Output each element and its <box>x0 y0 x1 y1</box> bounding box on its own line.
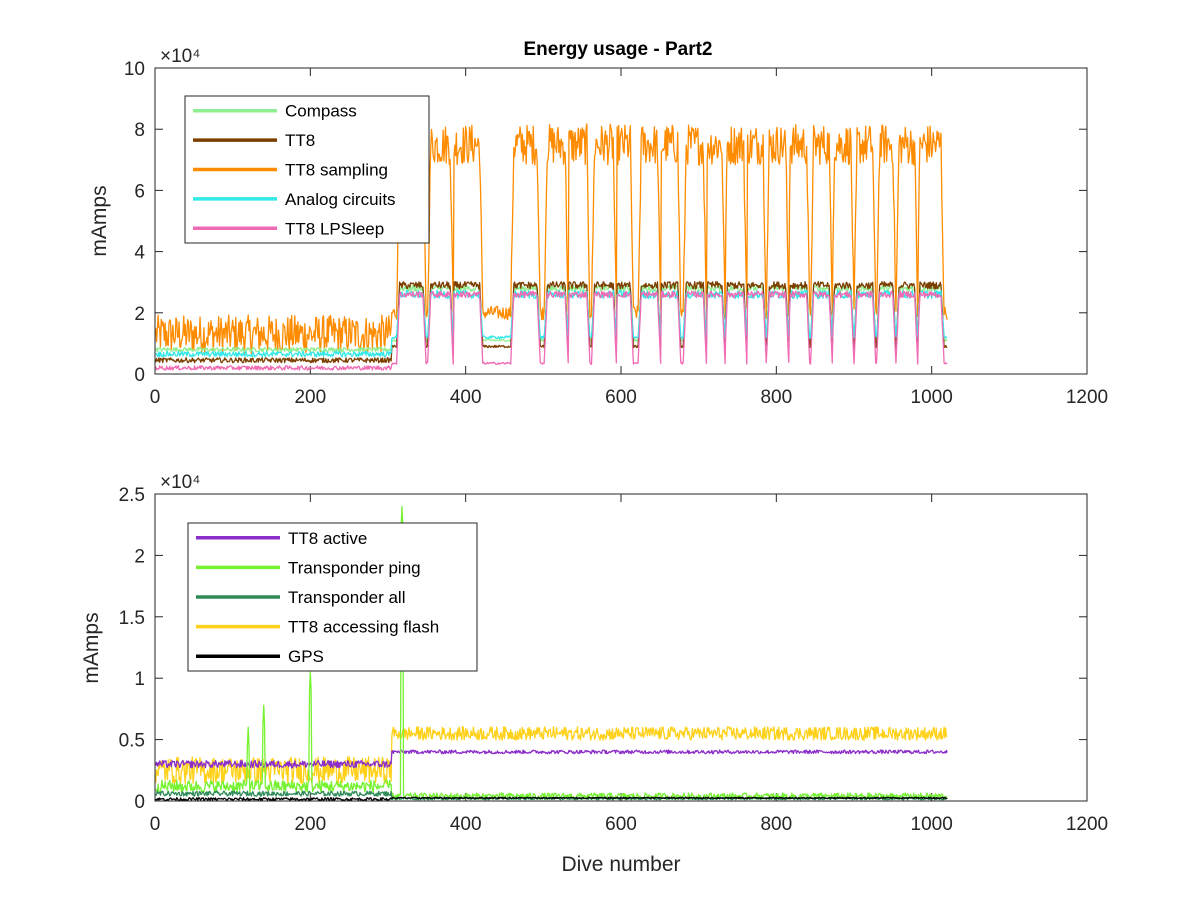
series-line-tt8-lpsleep <box>155 290 948 371</box>
y-tick-label: 0.5 <box>119 731 145 752</box>
y-tick-label: 0 <box>134 365 145 386</box>
legend-entry: Transponder ping <box>288 558 421 577</box>
series-line-gps <box>155 796 948 802</box>
x-tick-label: 200 <box>294 387 326 408</box>
x-tick-label: 400 <box>450 387 482 408</box>
ticks-top: 0 200 400 600 800 1000 1200 0 2 4 6 8 10 <box>124 59 1108 408</box>
legend-entry: TT8 active <box>288 529 367 548</box>
x-tick-label: 0 <box>150 814 161 835</box>
y-axis-label-top: mAmps <box>88 185 111 256</box>
plot-frame-bottom <box>154 493 1088 802</box>
x-axis-label-bottom: Dive number <box>561 853 680 876</box>
y-tick-label: 6 <box>134 181 145 202</box>
y-exponent-top: ×10⁴ <box>160 46 200 67</box>
legend-entry: Compass <box>285 102 357 121</box>
plot-frame-top <box>154 67 1088 375</box>
series-line-tt8-sampling <box>155 123 948 354</box>
x-tick-label: 800 <box>760 387 792 408</box>
y-tick-label: 2.5 <box>119 485 145 506</box>
x-tick-label: 1200 <box>1066 814 1108 835</box>
series-line-transponder-ping <box>155 505 948 800</box>
y-tick-label: 10 <box>124 59 145 80</box>
legend-entry: Transponder all <box>288 588 406 607</box>
series-top <box>155 123 948 371</box>
x-tick-label: 1000 <box>911 814 953 835</box>
y-tick-label: 2 <box>134 304 145 325</box>
x-tick-label: 1200 <box>1066 387 1108 408</box>
plot-bottom: ×10⁴ mAmps Dive number 0 200 400 600 800 1000… <box>80 472 1108 876</box>
chart-title: Energy usage - Part2 <box>523 39 712 60</box>
ticks-bottom: 0 200 400 600 800 1000 1200 0 0.5 1 1.5 2 2.5 <box>119 485 1109 835</box>
legend-entry: TT8 <box>285 131 315 150</box>
series-line-tt8-accessing-flash <box>155 726 948 785</box>
y-tick-label: 0 <box>134 792 145 813</box>
x-tick-label: 1000 <box>911 387 953 408</box>
legend-top: Compass TT8 TT8 sampling Analog circuits TT8… <box>184 95 430 244</box>
x-tick-label: 600 <box>605 387 637 408</box>
x-tick-label: 400 <box>450 814 482 835</box>
x-tick-label: 0 <box>150 387 161 408</box>
x-tick-label: 200 <box>294 814 326 835</box>
legend-entry: GPS <box>288 647 324 666</box>
x-tick-label: 600 <box>605 814 637 835</box>
series-line-tt8 <box>155 280 948 364</box>
plot-top: Energy usage - Part2 ×10⁴ mAmps 0 200 400 6… <box>88 39 1108 408</box>
legend-entry: TT8 accessing flash <box>288 618 439 637</box>
legend-entry: Analog circuits <box>285 190 396 209</box>
y-tick-label: 2 <box>134 546 145 567</box>
y-tick-label: 1 <box>134 669 145 690</box>
y-exponent-bottom: ×10⁴ <box>160 472 200 493</box>
series-line-tt8-active <box>155 749 948 769</box>
legend-bottom: TT8 active Transponder ping Transponder al… <box>187 522 478 672</box>
y-tick-label: 8 <box>134 120 145 141</box>
legend-entry: TT8 sampling <box>285 161 388 180</box>
y-tick-label: 1.5 <box>119 608 145 629</box>
y-tick-label: 4 <box>134 243 145 264</box>
y-axis-label-bottom: mAmps <box>80 612 103 683</box>
series-line-compass <box>155 284 948 353</box>
x-tick-label: 800 <box>760 814 792 835</box>
legend-entry: TT8 LPSleep <box>285 219 384 238</box>
series-bottom <box>155 505 948 802</box>
